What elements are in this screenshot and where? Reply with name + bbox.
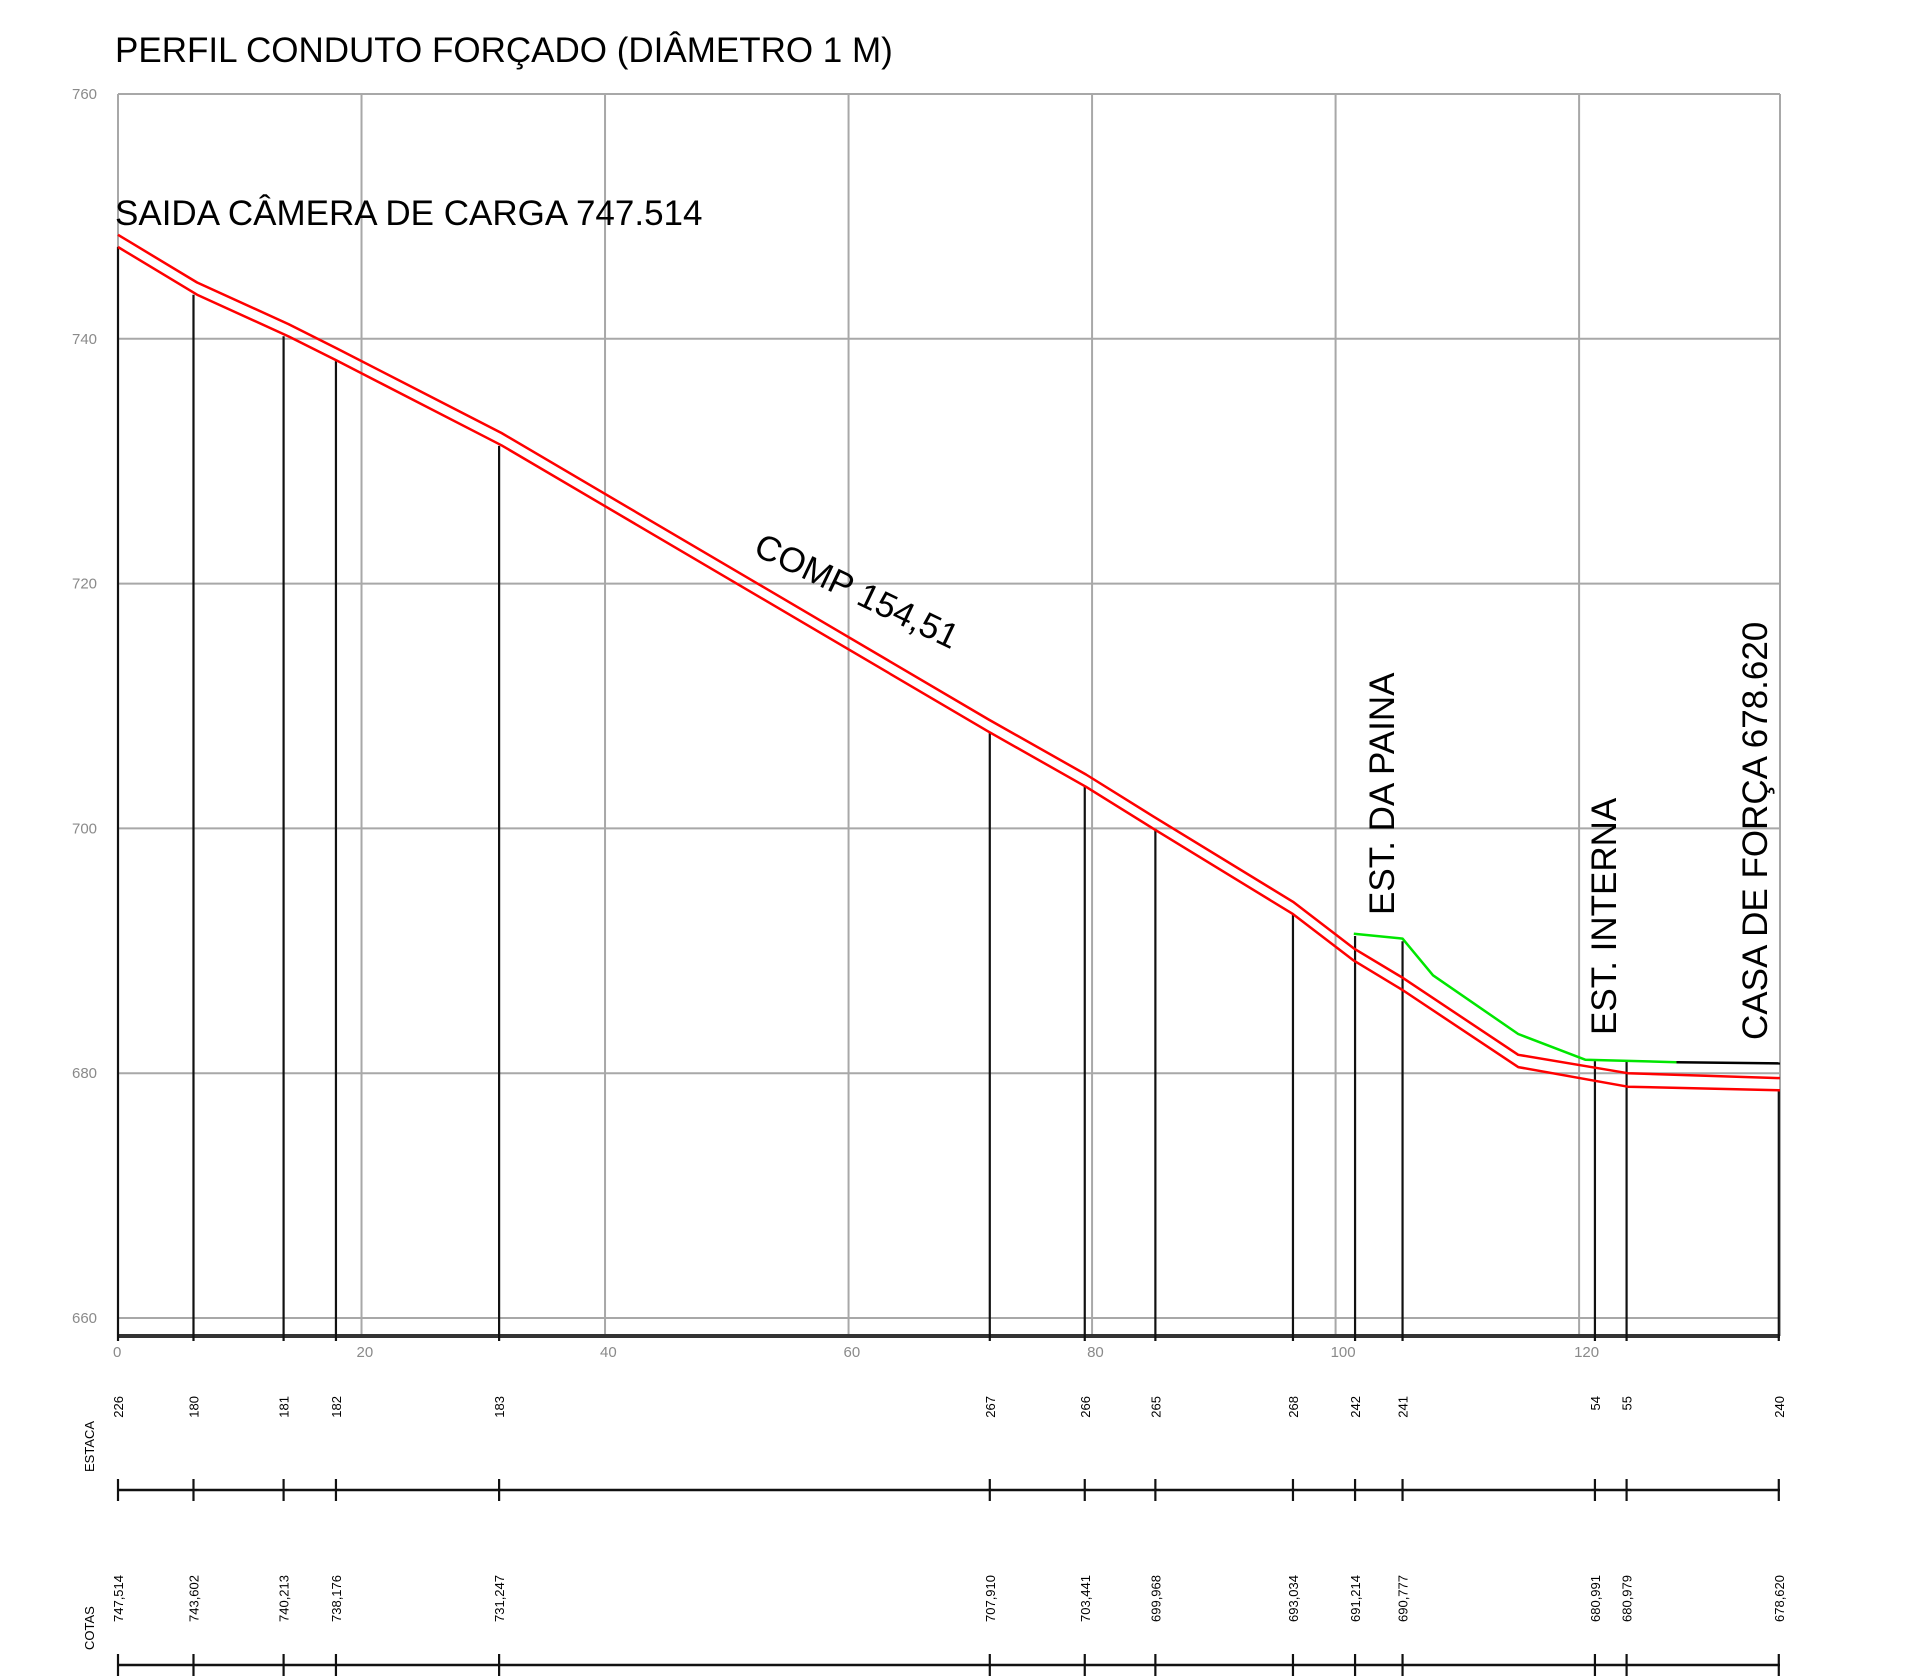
row-label-estaca: ESTACA bbox=[82, 1421, 97, 1472]
cota-label: 690,777 bbox=[1396, 1575, 1411, 1622]
estaca-label: 183 bbox=[492, 1396, 507, 1418]
chart-grid bbox=[117, 93, 1781, 1338]
cota-label: 738,176 bbox=[329, 1575, 344, 1622]
cota-label: 703,441 bbox=[1078, 1575, 1093, 1622]
profile-line bbox=[1353, 932, 1677, 1064]
profile-line bbox=[117, 245, 1781, 1092]
x-tick-label: 60 bbox=[844, 1344, 861, 1361]
x-tick-label: 120 bbox=[1574, 1344, 1599, 1361]
estaca-label: 180 bbox=[186, 1396, 201, 1418]
cota-label: 699,968 bbox=[1148, 1575, 1163, 1622]
row-label-cotas: COTAS bbox=[82, 1606, 97, 1650]
cota-label: 680,979 bbox=[1620, 1575, 1635, 1622]
cota-label: 693,034 bbox=[1286, 1575, 1301, 1622]
annotation-comp: COMP 154,51 bbox=[749, 526, 965, 657]
x-tick-label: 20 bbox=[357, 1344, 374, 1361]
x-tick-label: 0 bbox=[113, 1344, 121, 1361]
station-lines bbox=[116, 246, 1780, 1341]
cota-label: 743,602 bbox=[186, 1575, 201, 1622]
cota-label: 680,991 bbox=[1588, 1575, 1603, 1622]
estaca-label: 242 bbox=[1348, 1396, 1363, 1418]
estaca-label: 241 bbox=[1396, 1396, 1411, 1418]
estaca-label: 265 bbox=[1148, 1396, 1163, 1418]
y-tick-label: 680 bbox=[72, 1065, 97, 1082]
estaca-label: 268 bbox=[1286, 1396, 1301, 1418]
y-tick-label: 740 bbox=[72, 331, 97, 348]
cota-label: 691,214 bbox=[1348, 1575, 1363, 1622]
x-tick-label: 40 bbox=[600, 1344, 617, 1361]
estaca-label: 181 bbox=[277, 1396, 292, 1418]
estaca-label: 267 bbox=[983, 1396, 998, 1418]
cota-label: 740,213 bbox=[277, 1575, 292, 1622]
estaca-label: 54 bbox=[1588, 1396, 1603, 1410]
annotation-est-interna: EST. INTERNA bbox=[1585, 797, 1624, 1035]
cota-label: 731,247 bbox=[492, 1575, 507, 1622]
annotation-casa-de-forca: CASA DE FORÇA 678.620 bbox=[1736, 622, 1775, 1040]
x-tick-label: 80 bbox=[1087, 1344, 1104, 1361]
cota-label: 678,620 bbox=[1772, 1575, 1787, 1622]
chart-title: PERFIL CONDUTO FORÇADO (DIÂMETRO 1 M) bbox=[115, 31, 893, 70]
y-tick-label: 760 bbox=[72, 86, 97, 103]
x-tick-label: 100 bbox=[1331, 1344, 1356, 1361]
annotation-est-paina: EST. DA PAINA bbox=[1363, 672, 1402, 915]
estaca-label: 182 bbox=[329, 1396, 344, 1418]
y-tick-label: 720 bbox=[72, 576, 97, 593]
cota-label: 747,514 bbox=[111, 1575, 126, 1622]
annotation-saida: SAIDA CÂMERA DE CARGA 747.514 bbox=[115, 194, 702, 233]
estaca-label: 55 bbox=[1620, 1396, 1635, 1410]
station-table: 226 747,514 180 743,602 181 740,213 182 738,176… bbox=[111, 1396, 1787, 1676]
profile-line bbox=[117, 233, 1781, 1080]
estaca-label: 226 bbox=[111, 1396, 126, 1418]
estaca-label: 240 bbox=[1772, 1396, 1787, 1418]
y-tick-label: 660 bbox=[72, 1310, 97, 1327]
profile-line bbox=[1676, 1060, 1781, 1065]
estaca-label: 266 bbox=[1078, 1396, 1093, 1418]
profile-series bbox=[117, 233, 1781, 1092]
axis-tick-labels: 660 680 700 720 740 760 0 20 40 60 80 100 120 bbox=[72, 86, 1599, 1361]
cota-label: 707,910 bbox=[983, 1575, 998, 1622]
y-tick-label: 700 bbox=[72, 820, 97, 837]
